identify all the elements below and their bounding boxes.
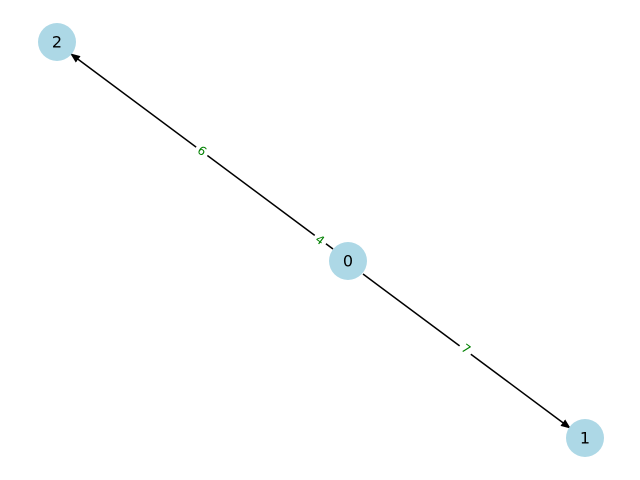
node-2[interactable]: 2: [38, 23, 76, 61]
node-circle-0: [329, 242, 367, 280]
edge-0-to-2: 6 4: [70, 53, 334, 251]
edge-0-to-1: 7: [362, 273, 571, 429]
node-0[interactable]: 0: [329, 242, 367, 280]
node-label-1: 1: [580, 429, 590, 448]
node-circle-1: [566, 419, 604, 457]
node-label-2: 2: [52, 33, 62, 52]
node-circle-2: [38, 23, 76, 61]
node-label-0: 0: [343, 252, 353, 271]
node-1[interactable]: 1: [566, 419, 604, 457]
